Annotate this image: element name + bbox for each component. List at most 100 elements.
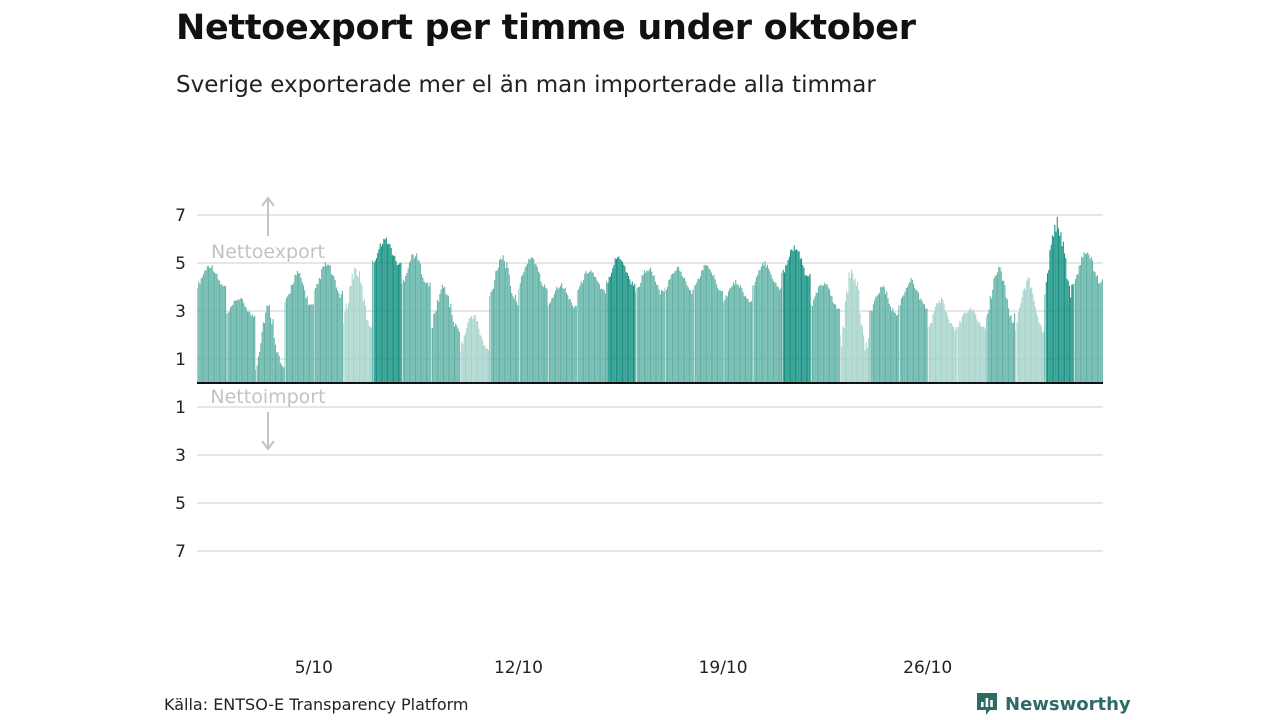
hour-bar — [205, 270, 207, 383]
hour-bar — [1093, 271, 1095, 383]
y-tick-label: 7 — [175, 206, 186, 226]
hour-bar — [557, 288, 559, 383]
hour-bar — [663, 291, 665, 383]
hour-bar — [472, 319, 474, 383]
hour-bar — [1008, 308, 1010, 383]
hour-bar — [944, 310, 946, 383]
hour-bar — [730, 288, 732, 383]
hour-bar — [651, 271, 653, 383]
hour-bar — [634, 284, 636, 383]
hour-bar — [983, 327, 985, 383]
hour-bar — [1046, 273, 1049, 383]
hour-bar — [802, 265, 804, 383]
hour-bar — [451, 314, 453, 383]
hour-bar — [891, 311, 893, 383]
hour-bar — [816, 293, 818, 383]
hour-bar — [330, 274, 333, 383]
hour-bar — [238, 300, 240, 383]
hour-bar — [849, 277, 851, 383]
hour-bar — [433, 314, 435, 383]
hour-bar — [312, 304, 314, 383]
hour-bar — [600, 289, 602, 383]
hour-bar — [509, 285, 512, 383]
hour-bar — [898, 305, 900, 383]
hour-bar — [581, 283, 583, 383]
hour-bar — [222, 286, 224, 383]
x-tick-label: 26/10 — [903, 658, 952, 678]
hour-bar — [293, 282, 295, 383]
hour-bar — [707, 265, 709, 383]
hour-bar — [1092, 260, 1094, 383]
hour-bar — [680, 271, 682, 383]
hour-bar — [799, 258, 801, 383]
hour-bar — [977, 322, 979, 383]
hour-bar — [772, 281, 775, 383]
brand-logo[interactable]: Newsworthy — [975, 690, 1131, 718]
hour-bar — [706, 265, 708, 383]
hour-bar — [984, 328, 986, 383]
hour-bar — [925, 308, 927, 383]
hour-bar — [505, 268, 507, 383]
hour-bar — [273, 338, 275, 383]
hour-bar — [1021, 297, 1023, 383]
hour-bar — [887, 298, 889, 383]
hour-bar — [970, 307, 972, 383]
hour-bar — [522, 274, 524, 383]
hour-bar — [688, 289, 691, 383]
hour-bar — [642, 274, 644, 383]
hour-bar — [592, 272, 594, 383]
hour-bar — [302, 285, 305, 383]
hour-bar — [909, 281, 911, 383]
hour-bar — [574, 305, 576, 383]
hour-bar — [838, 308, 840, 383]
hour-bar — [943, 303, 945, 383]
hour-bar — [810, 304, 812, 383]
hour-bar — [1017, 312, 1019, 383]
hour-bar — [1070, 297, 1072, 383]
hour-bar — [283, 367, 285, 383]
hour-bar — [395, 261, 397, 383]
hour-bar — [647, 271, 649, 383]
hour-bar — [698, 278, 700, 383]
hour-bar — [744, 295, 747, 383]
hour-bar — [703, 265, 705, 383]
hour-bar — [631, 281, 633, 383]
hour-bar — [850, 269, 852, 383]
hour-bar — [809, 273, 811, 383]
hour-bar — [658, 289, 660, 383]
hour-bar — [333, 276, 335, 383]
hour-bar — [367, 320, 369, 383]
hour-bar — [701, 270, 703, 383]
hour-bar — [883, 287, 885, 383]
hour-bar — [295, 275, 297, 383]
hour-bar — [780, 288, 782, 383]
hour-bar — [271, 323, 273, 383]
hour-bar — [792, 250, 794, 383]
newsworthy-logo-icon — [977, 693, 997, 715]
hour-bar — [848, 272, 850, 383]
hour-bar — [1044, 294, 1046, 383]
hour-bar — [477, 320, 479, 383]
hour-bar — [667, 286, 669, 383]
hour-bar — [1061, 246, 1063, 383]
hour-bar — [910, 277, 912, 383]
hour-bar — [1049, 250, 1051, 383]
hour-bar — [710, 272, 712, 383]
hour-bar — [288, 294, 290, 383]
hour-bar — [858, 289, 860, 383]
hour-bar — [989, 296, 991, 383]
hour-bar — [609, 276, 611, 383]
hour-bar — [942, 299, 944, 383]
hour-bar — [1038, 322, 1040, 383]
hour-bar — [785, 265, 787, 383]
hour-bar — [422, 277, 424, 383]
hour-bar — [673, 273, 675, 383]
y-tick-label: 3 — [175, 446, 186, 466]
hour-bar — [755, 277, 758, 383]
hour-bar — [820, 284, 822, 383]
hour-bar — [419, 263, 421, 383]
hour-bar — [1011, 322, 1013, 383]
hour-bar — [306, 296, 308, 383]
hour-bar — [656, 284, 658, 383]
hour-bar — [645, 272, 647, 383]
